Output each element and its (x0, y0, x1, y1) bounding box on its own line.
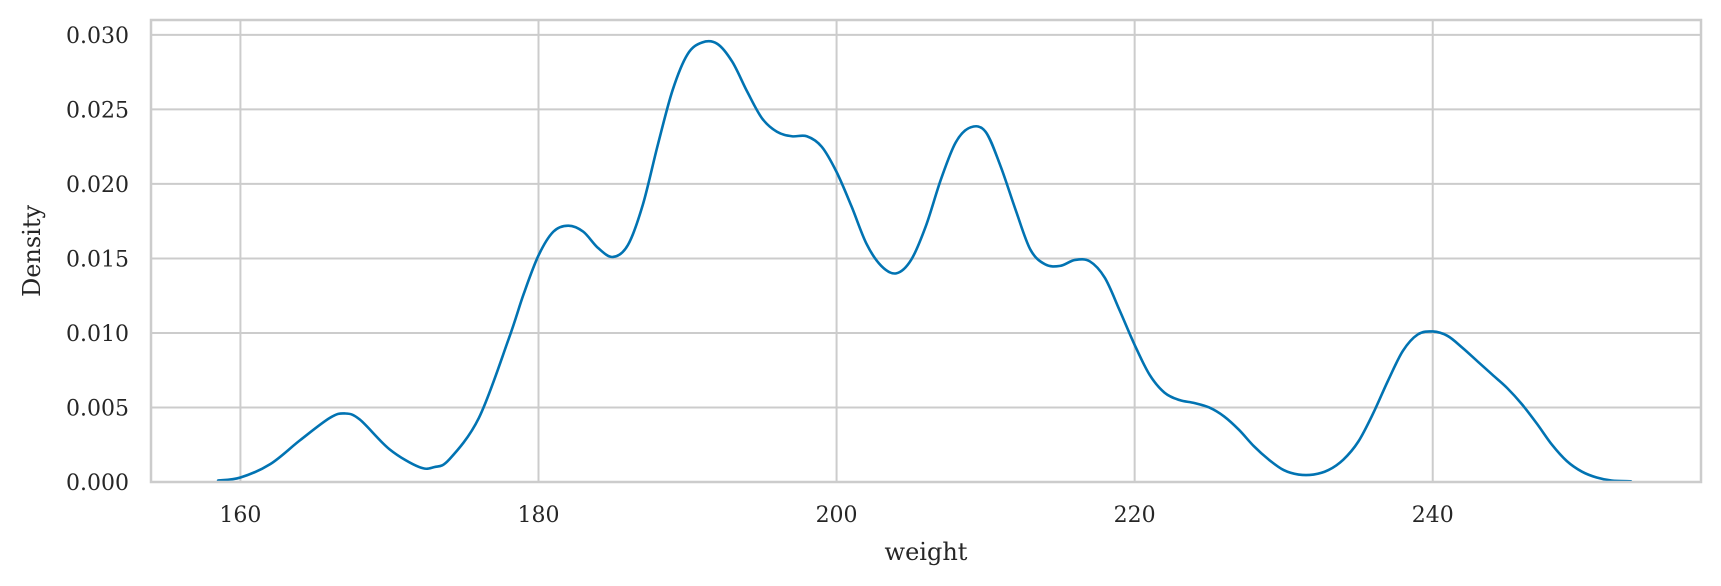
y-tick-label: 0.000 (66, 471, 129, 496)
x-tick-label: 160 (219, 503, 261, 528)
y-tick-label: 0.030 (66, 24, 129, 49)
y-tick-label: 0.015 (66, 247, 129, 272)
y-tick-label: 0.005 (66, 396, 129, 421)
x-tick-label: 200 (816, 503, 858, 528)
density-line (216, 39, 1633, 483)
x-tick-label: 180 (518, 503, 560, 528)
grid-layer (151, 20, 1701, 483)
y-tick-label: 0.025 (66, 98, 129, 123)
y-tick-label: 0.020 (66, 173, 129, 198)
x-tick-label: 240 (1412, 503, 1454, 528)
y-tick-labels: 0.000 0.005 0.010 0.015 0.020 0.025 0.030 (66, 24, 129, 496)
y-axis-label: Density (18, 205, 46, 298)
y-tick-label: 0.010 (66, 322, 129, 347)
x-tick-labels: 160 180 200 220 240 (219, 503, 1453, 528)
x-axis-label: weight (885, 538, 968, 566)
plot-frame (149, 18, 1703, 484)
x-tick-label: 220 (1114, 503, 1156, 528)
